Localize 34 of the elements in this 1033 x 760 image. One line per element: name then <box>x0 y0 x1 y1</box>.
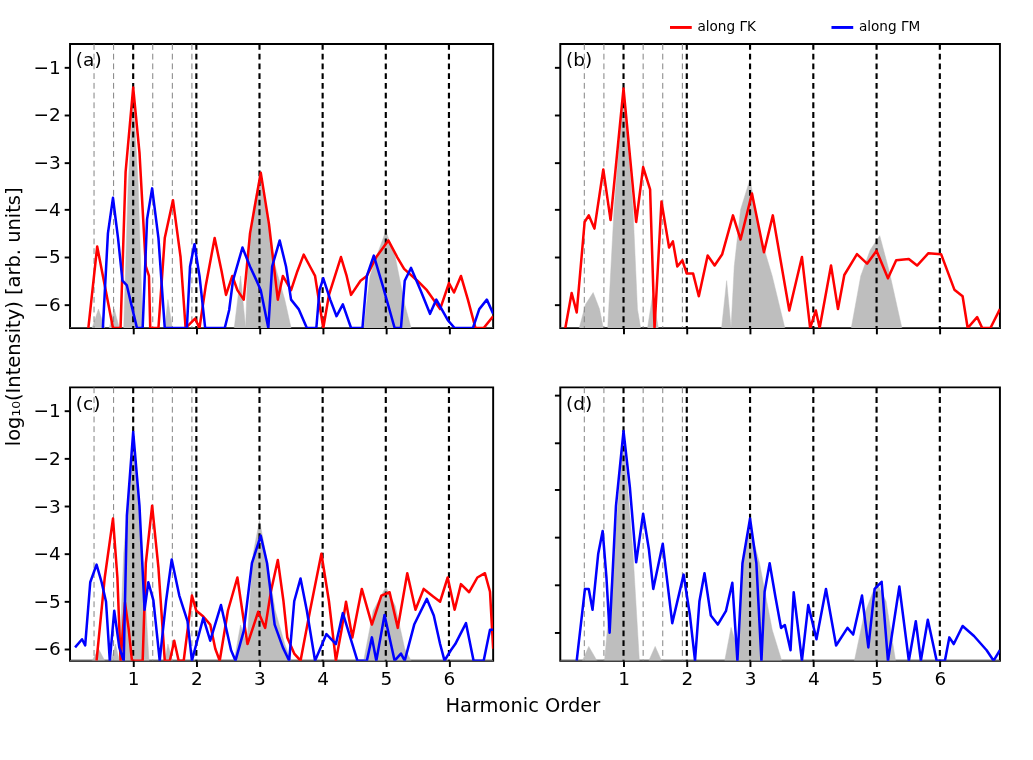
y-tick-label: −2 <box>33 104 61 126</box>
x-tick-label: 6 <box>443 668 456 690</box>
x-tick-label: 5 <box>380 668 393 690</box>
y-tick-label: −2 <box>33 447 61 469</box>
x-tick-label: 1 <box>618 668 630 690</box>
x-tick-label: 4 <box>317 668 330 690</box>
x-tick-label: 2 <box>190 668 203 690</box>
x-tick-label: 2 <box>681 668 694 690</box>
annotation: (c) <box>75 392 101 414</box>
x-tick-label: 5 <box>871 668 883 690</box>
y-tick-label: −6 <box>33 293 61 315</box>
y-tick-label: −1 <box>33 56 61 78</box>
y-tick-label: −5 <box>33 246 61 268</box>
y-tick-label: −5 <box>33 590 61 612</box>
x-tick-label: 3 <box>254 668 266 690</box>
y-tick-label: −4 <box>33 543 61 565</box>
x-tick-label: 1 <box>127 668 140 690</box>
annotation: (a) <box>75 49 102 71</box>
y-tick-label: −4 <box>33 199 61 220</box>
annotation: (b) <box>566 49 593 71</box>
y-tick-label: −3 <box>33 151 61 173</box>
x-tick-label: 6 <box>934 668 947 690</box>
y-tick-label: −3 <box>33 495 61 517</box>
line-series <box>101 187 494 329</box>
line-series <box>95 504 494 661</box>
annotation: (d) <box>566 392 593 414</box>
x-tick-label: 3 <box>744 668 757 690</box>
legend-label: along ΓM <box>858 18 921 35</box>
x-axis-title: Harmonic Order <box>445 694 601 718</box>
y-axis-title: log₁₀(Intensity) [arb. units] <box>2 187 26 447</box>
legend-label: along ΓK <box>697 18 758 35</box>
y-tick-label: −6 <box>33 638 61 660</box>
y-tick-label: −1 <box>33 400 61 422</box>
x-tick-label: 4 <box>807 668 820 690</box>
